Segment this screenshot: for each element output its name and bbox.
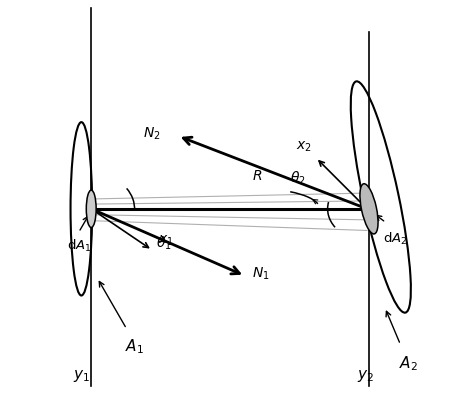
Ellipse shape: [360, 184, 378, 234]
Text: $\theta_2$: $\theta_2$: [290, 170, 306, 187]
Text: $y_1$: $y_1$: [73, 368, 90, 384]
Text: $\mathrm{d}A_2$: $\mathrm{d}A_2$: [383, 230, 407, 247]
Text: $\mathit{A}_2$: $\mathit{A}_2$: [399, 355, 418, 373]
Text: $\mathit{A}_1$: $\mathit{A}_1$: [125, 337, 144, 355]
Text: $x_1$: $x_1$: [158, 234, 174, 248]
Text: $N_2$: $N_2$: [143, 126, 160, 142]
Text: $R$: $R$: [252, 169, 262, 183]
Ellipse shape: [86, 190, 96, 228]
Text: $\mathrm{d}A_1$: $\mathrm{d}A_1$: [67, 238, 91, 255]
Text: $N_1$: $N_1$: [252, 266, 270, 282]
Text: $\theta_1$: $\theta_1$: [156, 234, 172, 252]
Text: $y_2$: $y_2$: [356, 368, 374, 384]
Text: $x_2$: $x_2$: [296, 139, 312, 154]
